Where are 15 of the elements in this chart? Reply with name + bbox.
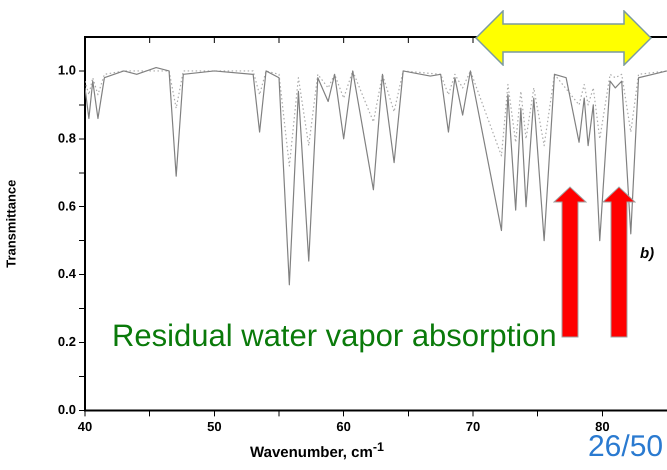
y-tick-label: 0.8 — [58, 130, 76, 146]
y-tick-label: 0.0 — [58, 402, 76, 417]
x-tick-label: 40 — [78, 418, 92, 434]
y-tick-label: 1.0 — [58, 62, 76, 78]
annotation: Residual water vapor absorption — [112, 318, 557, 354]
y-axis-title: Transmittance — [3, 180, 18, 268]
x-tick-label: 60 — [336, 418, 351, 434]
y-tick-label: 0.6 — [58, 198, 76, 214]
y-tick-label: 0.2 — [58, 334, 76, 350]
y-tick-label: 0.4 — [58, 266, 77, 282]
x-tick-label: 50 — [207, 418, 222, 434]
x-axis-title: Wavenumber, cm$^{-1}$ — [250, 440, 384, 461]
x-tick-label: 70 — [466, 418, 480, 434]
line-series — [85, 70, 667, 167]
annotation: b) — [640, 245, 654, 262]
